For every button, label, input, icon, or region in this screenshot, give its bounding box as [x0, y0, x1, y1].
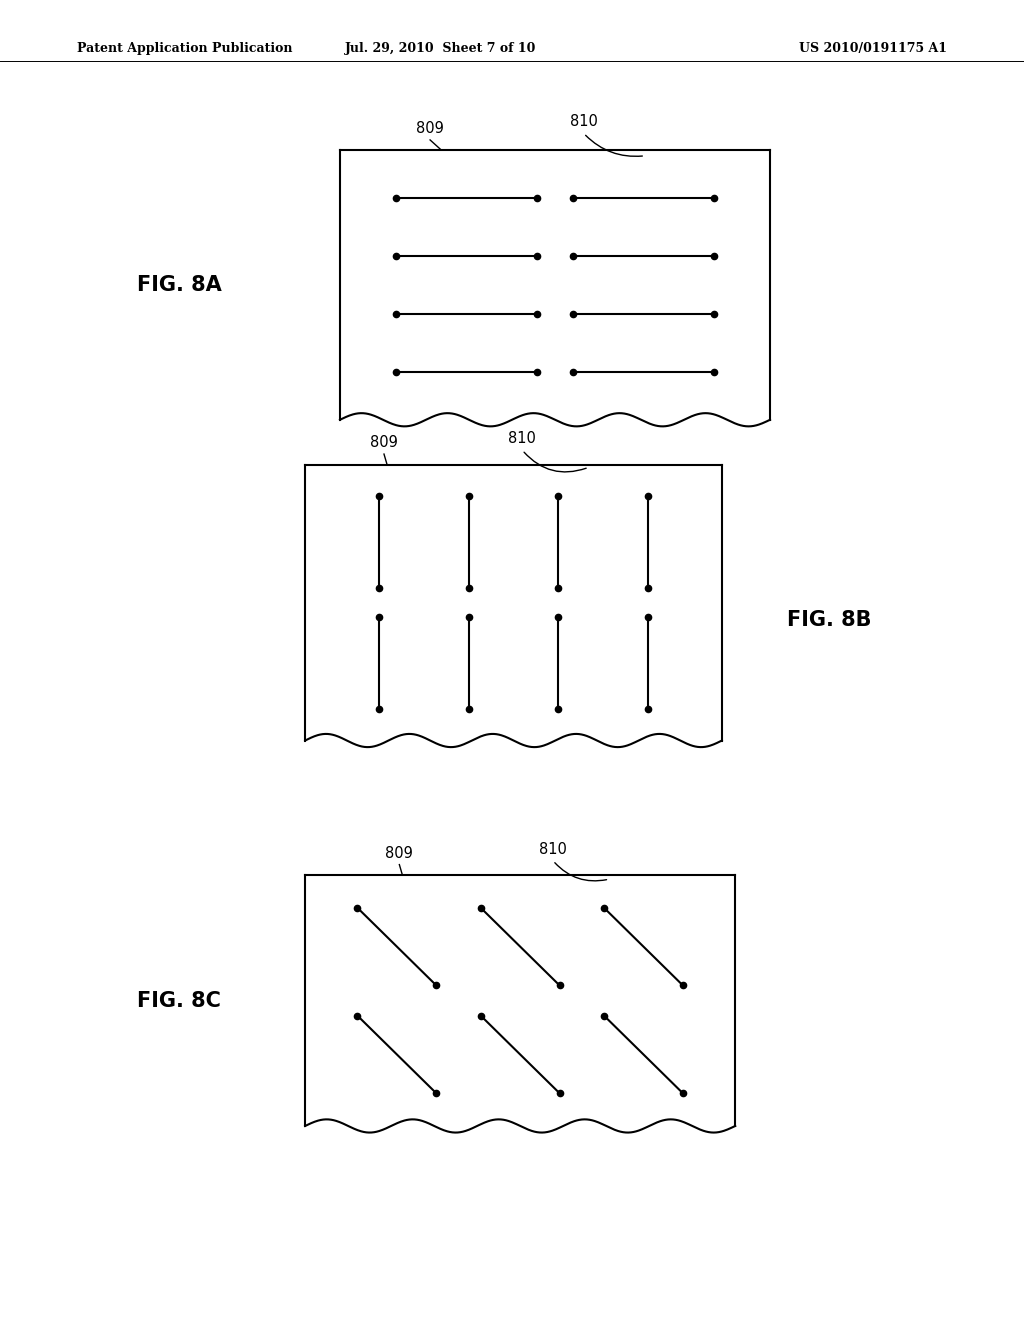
Text: 810: 810 — [508, 432, 537, 446]
Text: 810: 810 — [539, 842, 567, 857]
Text: 810: 810 — [569, 115, 598, 129]
Text: US 2010/0191175 A1: US 2010/0191175 A1 — [799, 42, 947, 55]
Text: 809: 809 — [370, 436, 398, 450]
Text: Jul. 29, 2010  Sheet 7 of 10: Jul. 29, 2010 Sheet 7 of 10 — [345, 42, 536, 55]
Text: Patent Application Publication: Patent Application Publication — [77, 42, 292, 55]
Text: 809: 809 — [385, 846, 414, 861]
Text: FIG. 8C: FIG. 8C — [137, 990, 221, 1011]
Text: FIG. 8A: FIG. 8A — [137, 275, 221, 296]
Text: 809: 809 — [416, 121, 444, 136]
Text: FIG. 8B: FIG. 8B — [787, 610, 871, 631]
